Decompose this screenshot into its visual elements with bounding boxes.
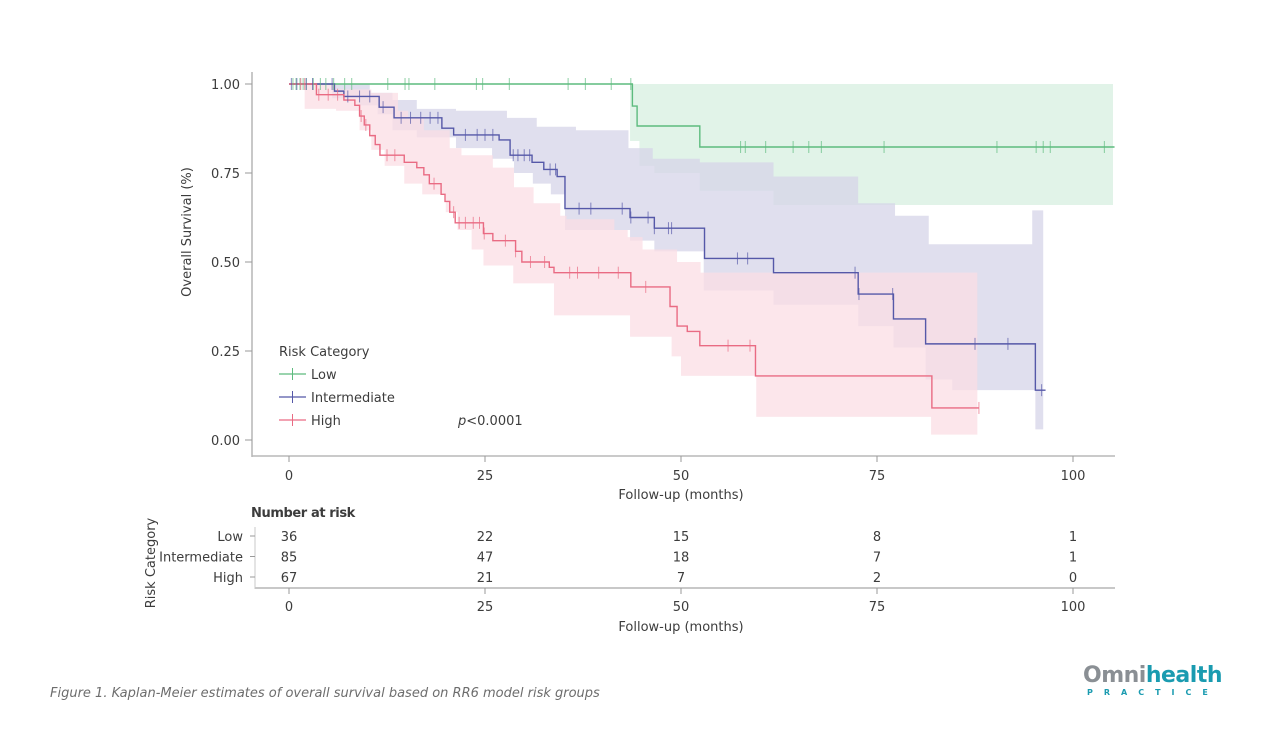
confidence-bands xyxy=(289,84,1113,435)
risk-count-intermediate: 18 xyxy=(673,551,690,566)
risk-count-intermediate: 85 xyxy=(281,551,298,566)
legend-title: Risk Category xyxy=(279,345,370,360)
risk-count-intermediate: 7 xyxy=(873,551,881,566)
figure-caption: Figure 1. Kaplan-Meier estimates of over… xyxy=(50,686,600,701)
risk-x-tick-label: 100 xyxy=(1061,600,1086,615)
risk-x-tick-label: 75 xyxy=(869,600,886,615)
censor-marks xyxy=(290,78,1105,414)
risk-count-intermediate: 47 xyxy=(477,551,494,566)
x-tick-label: 75 xyxy=(869,469,886,484)
risk-table-y-label: Risk Category xyxy=(144,517,159,608)
risk-x-tick-label: 25 xyxy=(477,600,494,615)
legend-label-intermediate: Intermediate xyxy=(311,391,395,406)
risk-row-label-low: Low xyxy=(217,530,243,545)
y-tick-label: 0.75 xyxy=(211,167,240,182)
x-tick-label: 0 xyxy=(285,469,293,484)
y-tick-label: 0.00 xyxy=(211,434,240,449)
risk-count-intermediate: 1 xyxy=(1069,551,1077,566)
risk-count-low: 36 xyxy=(281,530,298,545)
y-tick-label: 0.50 xyxy=(211,256,240,271)
y-axis-label: Overall Survival (%) xyxy=(180,167,195,297)
x-tick-label: 25 xyxy=(477,469,494,484)
risk-count-low: 1 xyxy=(1069,530,1077,545)
x-tick-label: 100 xyxy=(1061,469,1086,484)
logo-omni: Omni xyxy=(1083,663,1146,688)
logo-health: health xyxy=(1145,663,1223,688)
risk-table-x-label: Follow-up (months) xyxy=(618,620,743,635)
x-tick-label: 50 xyxy=(673,469,690,484)
risk-row-label-high: High xyxy=(213,571,243,586)
x-axis-label: Follow-up (months) xyxy=(618,488,743,503)
risk-count-high: 0 xyxy=(1069,571,1077,586)
risk-count-high: 2 xyxy=(873,571,881,586)
risk-table-title: Number at risk xyxy=(251,506,356,521)
risk-count-low: 15 xyxy=(673,530,690,545)
legend-label-low: Low xyxy=(311,368,337,383)
survival-curve-high xyxy=(289,83,979,409)
risk-x-tick-label: 50 xyxy=(673,600,690,615)
y-tick-label: 0.25 xyxy=(211,345,240,360)
risk-count-high: 67 xyxy=(281,571,298,586)
legend-label-high: High xyxy=(311,414,341,429)
omnihealth-logo: Omnihealth PRACTICE xyxy=(1083,664,1223,704)
risk-count-high: 21 xyxy=(477,571,494,586)
risk-count-low: 8 xyxy=(873,530,881,545)
y-ticks: 0.00 0.25 0.50 0.75 1.00 xyxy=(211,78,252,449)
risk-table: Number at risk Risk Category Low 36 22 15 8 1… xyxy=(144,506,1115,635)
risk-x-tick-label: 0 xyxy=(285,600,293,615)
risk-count-high: 7 xyxy=(677,571,685,586)
risk-row-label-intermediate: Intermediate xyxy=(159,551,243,566)
p-value-annotation: p<0.0001 xyxy=(457,414,523,429)
ci-band-high xyxy=(304,84,978,435)
risk-count-low: 22 xyxy=(477,530,494,545)
legend: Risk Category Low Intermediate High xyxy=(279,345,395,429)
y-tick-label: 1.00 xyxy=(211,78,240,93)
survival-curve-low xyxy=(289,83,1115,148)
x-ticks: 0 25 50 75 100 xyxy=(285,456,1086,484)
logo-practice: PRACTICE xyxy=(1087,688,1219,697)
ci-band-low xyxy=(289,84,1113,206)
